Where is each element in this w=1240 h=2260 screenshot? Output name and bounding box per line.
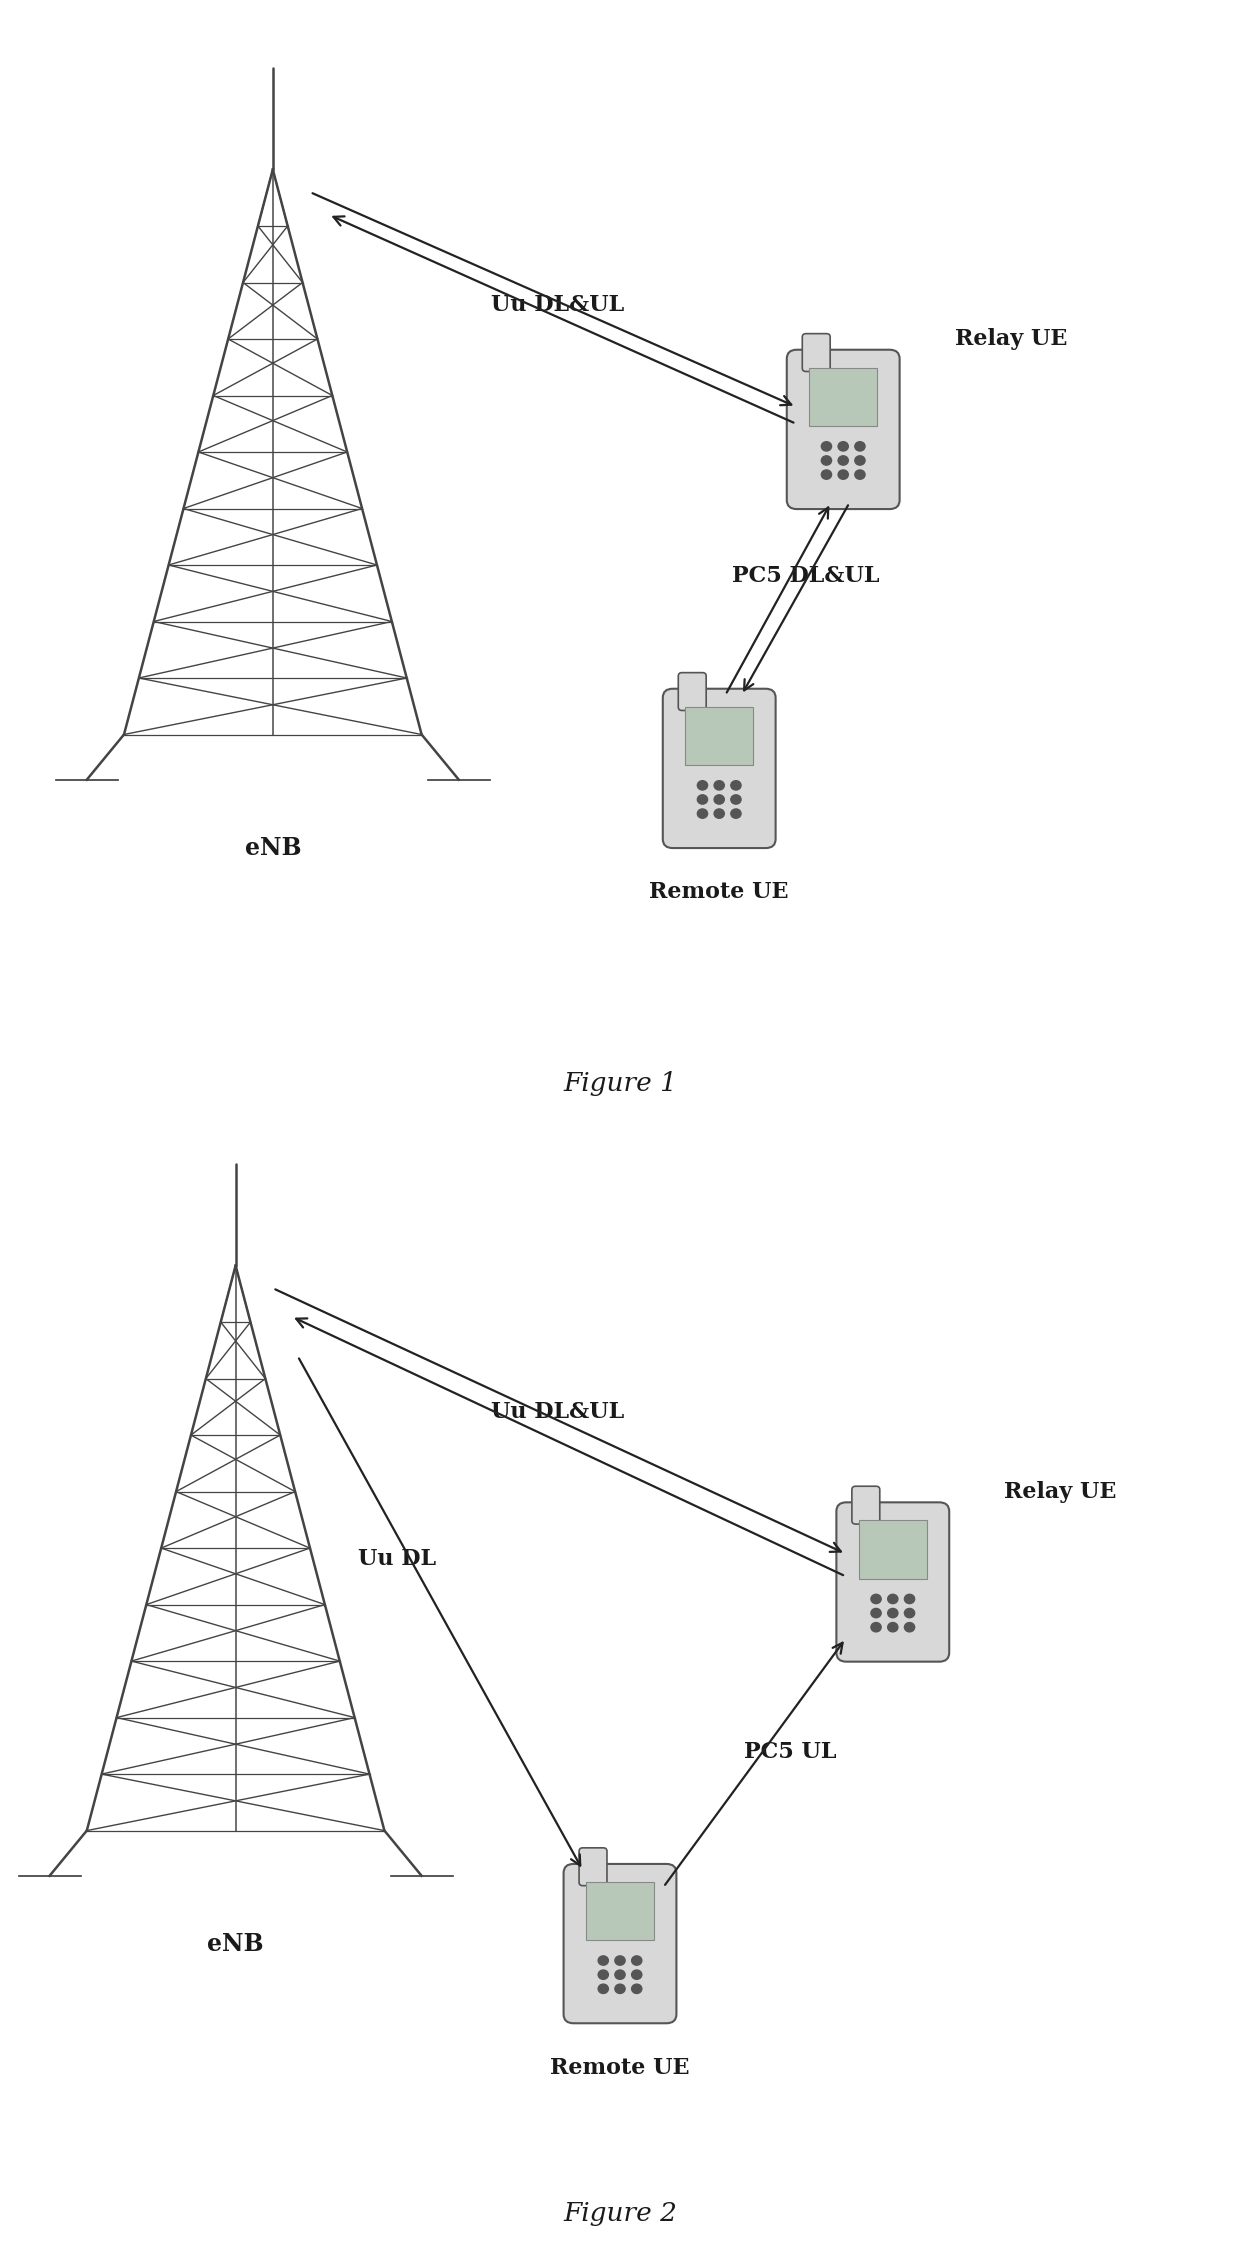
Circle shape bbox=[821, 457, 832, 466]
Circle shape bbox=[598, 1971, 609, 1980]
Circle shape bbox=[615, 1984, 625, 1993]
Text: Uu DL: Uu DL bbox=[357, 1548, 436, 1571]
Text: Figure 1: Figure 1 bbox=[563, 1071, 677, 1096]
Circle shape bbox=[730, 809, 742, 818]
Text: Uu DL&UL: Uu DL&UL bbox=[491, 1401, 625, 1424]
FancyBboxPatch shape bbox=[662, 689, 776, 848]
FancyBboxPatch shape bbox=[808, 368, 878, 425]
Text: PC5 DL&UL: PC5 DL&UL bbox=[732, 565, 879, 588]
Circle shape bbox=[631, 1984, 642, 1993]
Circle shape bbox=[697, 780, 708, 791]
FancyBboxPatch shape bbox=[678, 673, 707, 710]
FancyBboxPatch shape bbox=[563, 1864, 677, 2023]
Text: eNB: eNB bbox=[207, 1932, 264, 1957]
Circle shape bbox=[714, 796, 724, 805]
Circle shape bbox=[598, 1984, 609, 1993]
Circle shape bbox=[904, 1623, 915, 1632]
Circle shape bbox=[870, 1609, 882, 1618]
Circle shape bbox=[730, 796, 742, 805]
Circle shape bbox=[821, 470, 832, 479]
Circle shape bbox=[714, 809, 724, 818]
Text: Figure 2: Figure 2 bbox=[563, 2201, 677, 2226]
Circle shape bbox=[697, 809, 708, 818]
Circle shape bbox=[838, 441, 848, 452]
Circle shape bbox=[697, 796, 708, 805]
FancyBboxPatch shape bbox=[786, 350, 900, 508]
Circle shape bbox=[854, 470, 866, 479]
Circle shape bbox=[838, 457, 848, 466]
FancyBboxPatch shape bbox=[579, 1849, 606, 1885]
Circle shape bbox=[631, 1971, 642, 1980]
FancyBboxPatch shape bbox=[684, 707, 754, 764]
FancyBboxPatch shape bbox=[802, 334, 831, 371]
Text: Relay UE: Relay UE bbox=[955, 328, 1068, 350]
Circle shape bbox=[888, 1623, 898, 1632]
FancyBboxPatch shape bbox=[836, 1503, 950, 1661]
FancyBboxPatch shape bbox=[852, 1487, 880, 1523]
Circle shape bbox=[631, 1955, 642, 1966]
Text: Relay UE: Relay UE bbox=[1004, 1480, 1117, 1503]
Circle shape bbox=[615, 1955, 625, 1966]
Text: Remote UE: Remote UE bbox=[650, 881, 789, 904]
Circle shape bbox=[904, 1593, 915, 1605]
Circle shape bbox=[598, 1955, 609, 1966]
FancyBboxPatch shape bbox=[587, 1883, 655, 1939]
Circle shape bbox=[870, 1623, 882, 1632]
Circle shape bbox=[615, 1971, 625, 1980]
Text: PC5 UL: PC5 UL bbox=[744, 1740, 837, 1763]
Text: Remote UE: Remote UE bbox=[551, 2057, 689, 2079]
Circle shape bbox=[888, 1609, 898, 1618]
FancyBboxPatch shape bbox=[858, 1521, 928, 1577]
Circle shape bbox=[714, 780, 724, 791]
Circle shape bbox=[888, 1593, 898, 1605]
Circle shape bbox=[838, 470, 848, 479]
Circle shape bbox=[730, 780, 742, 791]
Circle shape bbox=[854, 457, 866, 466]
Circle shape bbox=[854, 441, 866, 452]
Circle shape bbox=[870, 1593, 882, 1605]
Circle shape bbox=[904, 1609, 915, 1618]
Text: eNB: eNB bbox=[244, 836, 301, 861]
Text: Uu DL&UL: Uu DL&UL bbox=[491, 294, 625, 316]
Circle shape bbox=[821, 441, 832, 452]
